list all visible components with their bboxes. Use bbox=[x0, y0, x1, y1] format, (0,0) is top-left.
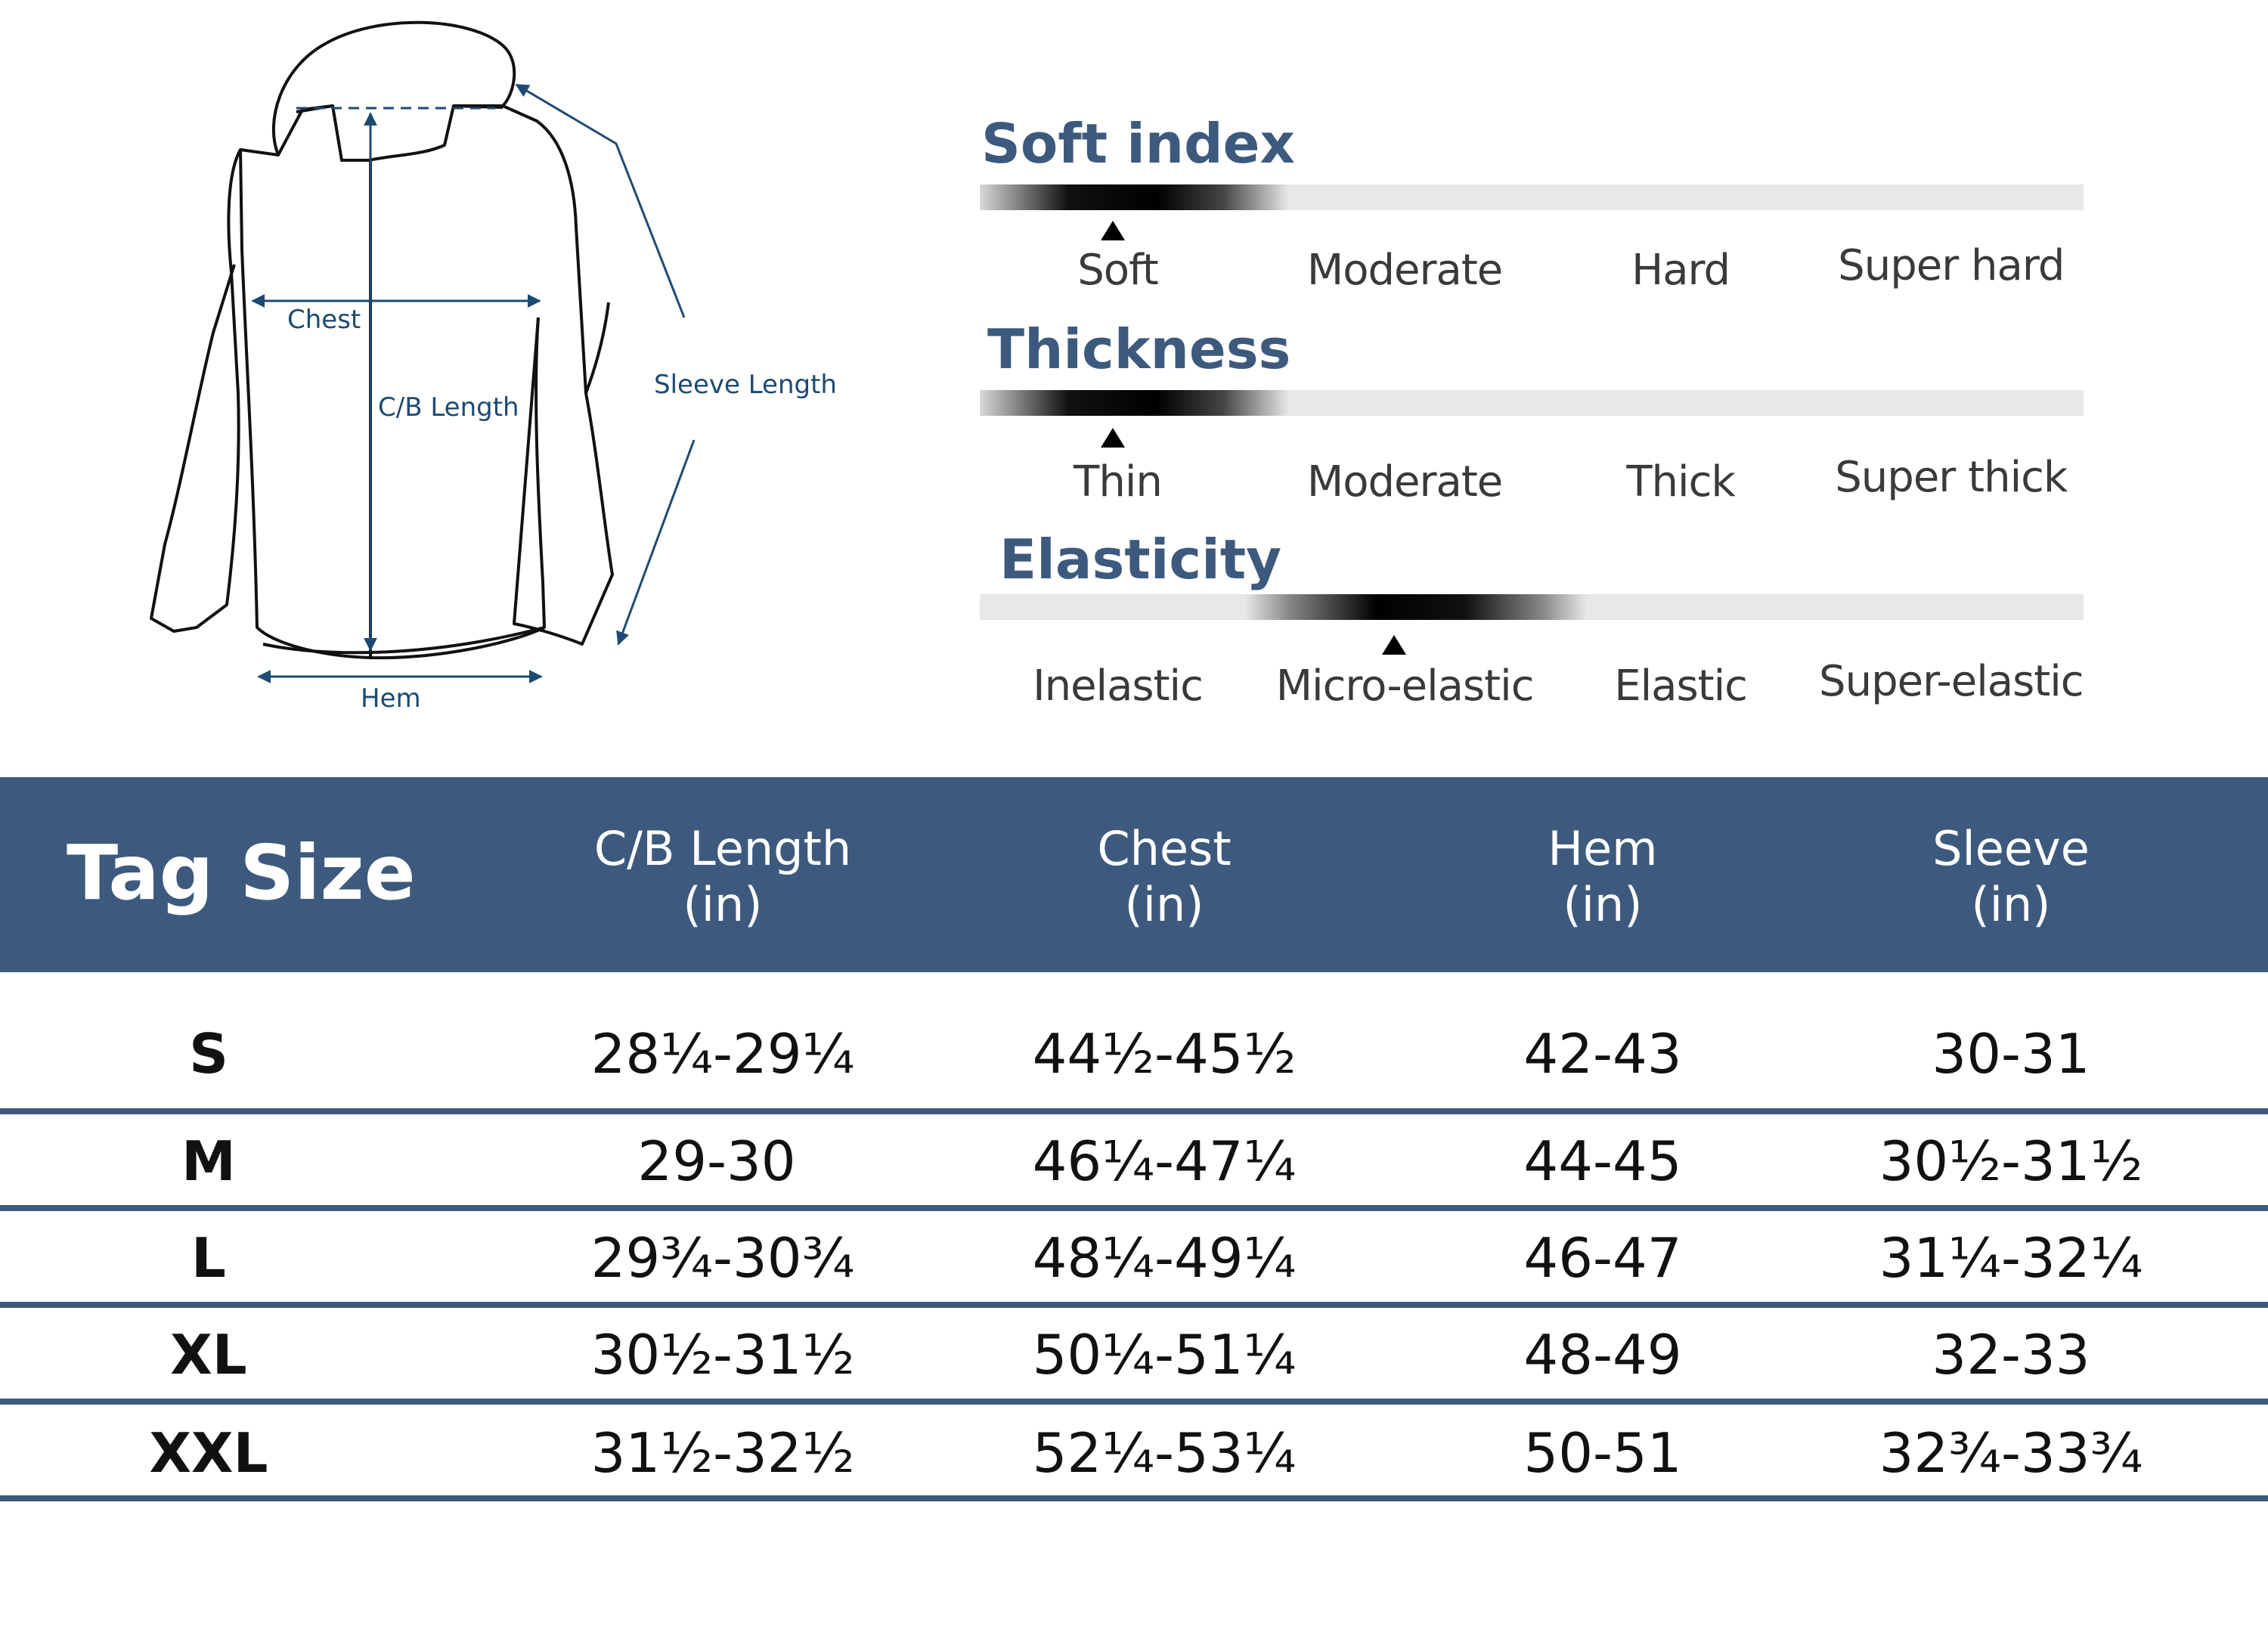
thickness-option: Super thick bbox=[1835, 453, 2068, 502]
size-table-header: Tag Size C/B Length (in) Chest (in) Hem … bbox=[0, 777, 2268, 972]
hem-cell: 50-51 bbox=[1523, 1421, 1682, 1485]
soft-index-option: Moderate bbox=[1306, 246, 1503, 295]
chest-header-label: Chest bbox=[1097, 821, 1232, 876]
size-cell: XL bbox=[170, 1323, 247, 1386]
soft-index-marker bbox=[1101, 221, 1125, 240]
sleeve-cell: 30-31 bbox=[1932, 1022, 2090, 1086]
jacket-diagram: Chest C/B Length Sleeve Length Hem bbox=[150, 20, 837, 714]
size-cell: XXL bbox=[149, 1421, 268, 1485]
elasticity-marker bbox=[1382, 635, 1406, 655]
hem-cell: 46-47 bbox=[1523, 1226, 1682, 1290]
soft-index-title: Soft index bbox=[981, 112, 1295, 175]
thickness-bar bbox=[980, 390, 2084, 416]
cb-length-header-label: C/B Length bbox=[593, 821, 852, 876]
thickness-option: Moderate bbox=[1306, 457, 1503, 507]
hem-header: Hem (in) bbox=[1406, 821, 1799, 933]
cb-length-cell: 28¼-29¼ bbox=[590, 1022, 855, 1086]
sleeve-length-line-bottom bbox=[616, 439, 696, 646]
row-divider bbox=[0, 1495, 2268, 1501]
soft-index-option: Soft bbox=[1077, 246, 1159, 295]
sleeve-cell: 30½-31½ bbox=[1879, 1129, 2143, 1193]
soft-index-option: Super hard bbox=[1838, 241, 2065, 290]
elasticity-option: Micro-elastic bbox=[1275, 661, 1535, 711]
cb-length-header-unit: (in) bbox=[683, 877, 763, 932]
hem-label: Hem bbox=[361, 683, 421, 714]
sleeve-header-unit: (in) bbox=[1971, 877, 2051, 932]
measurement-lines bbox=[251, 83, 696, 683]
sleeve-header-label: Sleeve bbox=[1932, 821, 2090, 876]
elasticity-bar bbox=[980, 594, 2084, 620]
soft-index-option: Hard bbox=[1631, 246, 1730, 295]
cb-length-cell: 29-30 bbox=[637, 1129, 796, 1193]
hem-cell: 48-49 bbox=[1523, 1323, 1682, 1386]
chest-header: Chest (in) bbox=[968, 821, 1361, 933]
hem-header-label: Hem bbox=[1548, 821, 1658, 876]
size-cell: M bbox=[181, 1129, 236, 1193]
row-divider bbox=[0, 1108, 2268, 1114]
size-cell: L bbox=[191, 1226, 226, 1290]
chest-cell: 46¼-47¼ bbox=[1032, 1129, 1297, 1193]
thickness-option: Thin bbox=[1074, 457, 1163, 507]
sleeve-cell: 31¼-32¼ bbox=[1879, 1226, 2143, 1290]
size-cell: S bbox=[189, 1022, 228, 1086]
tag-size-header: Tag Size bbox=[67, 829, 416, 917]
sleeve-header: Sleeve (in) bbox=[1814, 821, 2208, 933]
cb-length-cell: 30½-31½ bbox=[590, 1323, 855, 1386]
chest-label: Chest bbox=[287, 305, 361, 335]
row-divider bbox=[0, 1205, 2268, 1211]
thickness-option: Thick bbox=[1626, 457, 1735, 507]
chest-cell: 50¼-51¼ bbox=[1032, 1323, 1297, 1386]
elasticity-option: Inelastic bbox=[1033, 661, 1204, 711]
chest-header-unit: (in) bbox=[1124, 877, 1204, 932]
sleeve-cell: 32¾-33¾ bbox=[1879, 1421, 2143, 1485]
cb-length-header: C/B Length (in) bbox=[526, 821, 919, 933]
cb-length-label: C/B Length bbox=[378, 392, 519, 423]
elasticity-option: Elastic bbox=[1614, 661, 1748, 711]
sleeve-length-label: Sleeve Length bbox=[654, 370, 837, 400]
elasticity-option: Super-elastic bbox=[1819, 657, 2084, 706]
elasticity-title: Elasticity bbox=[999, 528, 1282, 591]
sleeve-cell: 32-33 bbox=[1932, 1323, 2090, 1386]
hem-cell: 44-45 bbox=[1523, 1129, 1682, 1193]
chest-cell: 52¼-53¼ bbox=[1032, 1421, 1297, 1485]
cb-length-cell: 31½-32½ bbox=[590, 1421, 855, 1485]
hem-header-unit: (in) bbox=[1563, 877, 1643, 932]
soft-index-bar bbox=[980, 184, 2084, 210]
cb-length-cell: 29¾-30¾ bbox=[590, 1226, 855, 1290]
row-divider bbox=[0, 1302, 2268, 1308]
jacket-outline bbox=[150, 20, 614, 660]
hem-cell: 42-43 bbox=[1523, 1022, 1682, 1086]
thickness-marker bbox=[1101, 428, 1125, 448]
sleeve-length-line-top bbox=[515, 83, 686, 318]
thickness-title: Thickness bbox=[987, 318, 1291, 381]
chest-cell: 48¼-49¼ bbox=[1032, 1226, 1297, 1290]
chest-cell: 44½-45½ bbox=[1032, 1022, 1297, 1086]
row-divider bbox=[0, 1399, 2268, 1405]
